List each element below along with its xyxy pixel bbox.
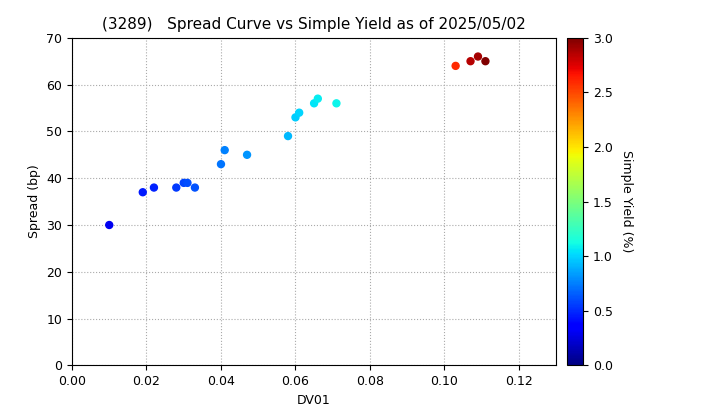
Point	[312, 95, 323, 102]
Point	[294, 109, 305, 116]
Point	[450, 63, 462, 69]
Point	[137, 189, 148, 196]
Point	[289, 114, 301, 121]
Point	[241, 152, 253, 158]
Point	[308, 100, 320, 107]
Point	[215, 161, 227, 168]
Point	[465, 58, 477, 65]
Y-axis label: Spread (bp): Spread (bp)	[28, 165, 41, 239]
Point	[472, 53, 484, 60]
Point	[178, 179, 189, 186]
Point	[330, 100, 342, 107]
Point	[219, 147, 230, 153]
Point	[148, 184, 160, 191]
Point	[104, 222, 115, 228]
Point	[189, 184, 201, 191]
Point	[282, 133, 294, 139]
Point	[181, 179, 193, 186]
Title: (3289)   Spread Curve vs Simple Yield as of 2025/05/02: (3289) Spread Curve vs Simple Yield as o…	[102, 18, 526, 32]
Point	[171, 184, 182, 191]
Y-axis label: Simple Yield (%): Simple Yield (%)	[621, 150, 634, 253]
Point	[480, 58, 491, 65]
X-axis label: DV01: DV01	[297, 394, 331, 407]
